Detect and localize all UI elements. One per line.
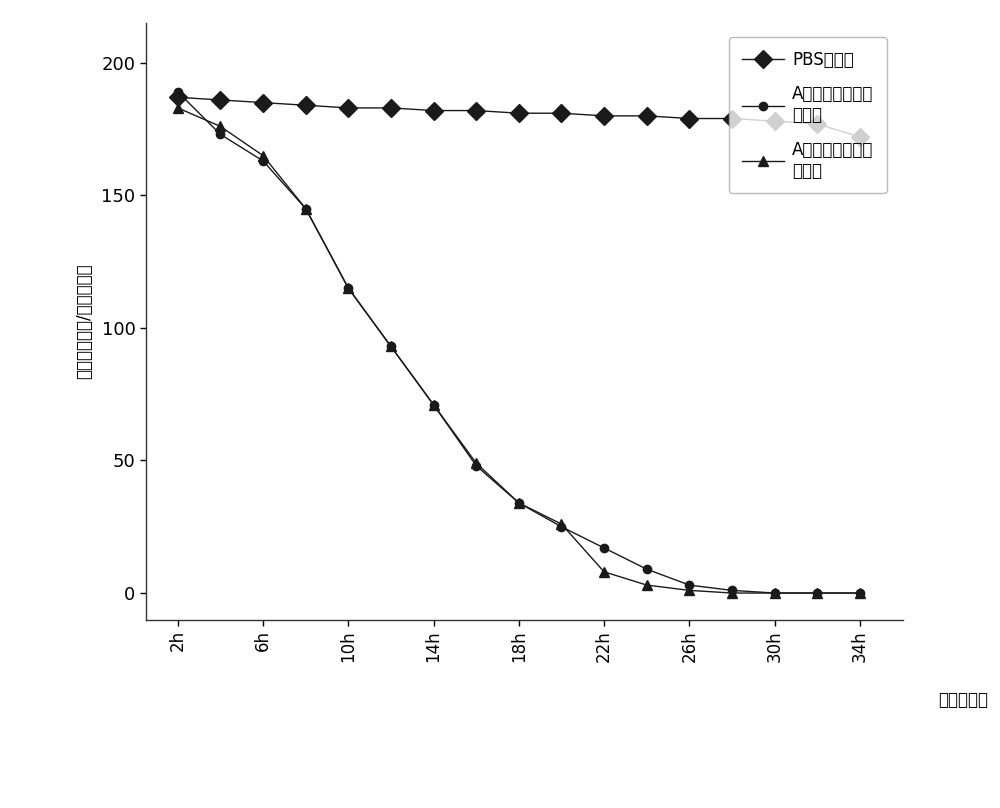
A型血清（冻融）
处理组 [428,400,440,410]
A型血清（冻融）
处理组 [683,580,695,590]
A型血清（冻融）
处理组 [854,588,866,598]
A型血清（新鲜）
处理组 [811,588,823,598]
A型血清（新鲜）
处理组 [172,103,184,113]
A型血清（冻融）
处理组 [300,204,312,213]
A型血清（冻融）
处理组 [214,129,226,139]
PBS处理组 [257,98,269,107]
Line: PBS处理组: PBS处理组 [172,91,866,143]
A型血清（冻融）
处理组 [598,543,610,553]
A型血清（冻融）
处理组 [385,342,397,351]
PBS处理组 [811,119,823,128]
A型血清（新鲜）
处理组 [470,458,482,468]
X-axis label: 时间（天）: 时间（天） [938,691,988,709]
A型血清（新鲜）
处理组 [555,520,567,529]
PBS处理组 [555,108,567,118]
PBS处理组 [641,111,653,120]
Line: A型血清（冻融）
处理组: A型血清（冻融） 处理组 [174,88,864,597]
PBS处理组 [172,92,184,102]
A型血清（新鲜）
处理组 [598,567,610,577]
A型血清（新鲜）
处理组 [214,122,226,132]
A型血清（新鲜）
处理组 [683,586,695,595]
A型血清（冻融）
处理组 [726,586,738,595]
PBS处理组 [513,108,525,118]
A型血清（新鲜）
处理组 [769,588,781,598]
A型血清（冻融）
处理组 [172,87,184,97]
A型血清（新鲜）
处理组 [513,498,525,507]
PBS处理组 [428,106,440,116]
A型血清（冻融）
处理组 [769,588,781,598]
A型血清（新鲜）
处理组 [342,284,354,293]
A型血清（冻融）
处理组 [257,156,269,166]
Y-axis label: 细胞核数（个/单位视野）: 细胞核数（个/单位视野） [75,263,93,379]
PBS处理组 [342,103,354,113]
A型血清（新鲜）
处理组 [854,588,866,598]
A型血清（冻融）
处理组 [641,564,653,574]
Line: A型血清（新鲜）
处理组: A型血清（新鲜） 处理组 [173,103,865,598]
A型血清（冻融）
处理组 [470,461,482,470]
A型血清（新鲜）
处理组 [641,580,653,590]
A型血清（冻融）
处理组 [811,588,823,598]
PBS处理组 [854,133,866,142]
PBS处理组 [726,114,738,124]
PBS处理组 [385,103,397,113]
A型血清（冻融）
处理组 [342,284,354,293]
A型血清（冻融）
处理组 [555,522,567,532]
Legend: PBS处理组, A型血清（冻融）
处理组, A型血清（新鲜）
处理组: PBS处理组, A型血清（冻融） 处理组, A型血清（新鲜） 处理组 [729,37,887,193]
PBS处理组 [300,100,312,110]
A型血清（新鲜）
处理组 [300,204,312,213]
PBS处理组 [598,111,610,120]
A型血清（新鲜）
处理组 [726,588,738,598]
PBS处理组 [470,106,482,116]
A型血清（新鲜）
处理组 [257,151,269,161]
A型血清（冻融）
处理组 [513,498,525,507]
A型血清（新鲜）
处理组 [428,400,440,410]
A型血清（新鲜）
处理组 [385,342,397,351]
PBS处理组 [769,116,781,126]
PBS处理组 [683,114,695,124]
PBS处理组 [214,95,226,105]
